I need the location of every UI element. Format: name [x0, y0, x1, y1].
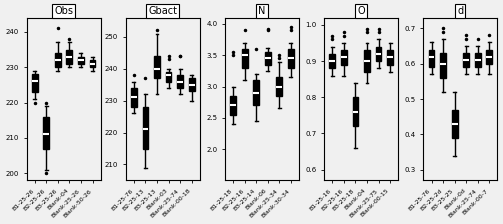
PathPatch shape	[265, 52, 271, 65]
PathPatch shape	[131, 88, 137, 107]
PathPatch shape	[440, 53, 446, 78]
Title: Obs: Obs	[54, 6, 73, 15]
Title: Gbact: Gbact	[148, 6, 177, 15]
PathPatch shape	[55, 53, 61, 67]
PathPatch shape	[242, 49, 247, 68]
PathPatch shape	[254, 80, 259, 105]
PathPatch shape	[387, 50, 393, 65]
PathPatch shape	[486, 50, 492, 64]
PathPatch shape	[376, 47, 381, 61]
PathPatch shape	[277, 77, 282, 96]
PathPatch shape	[341, 50, 347, 65]
PathPatch shape	[43, 117, 49, 149]
PathPatch shape	[463, 53, 469, 67]
PathPatch shape	[288, 49, 294, 68]
PathPatch shape	[452, 110, 458, 138]
PathPatch shape	[154, 56, 160, 78]
PathPatch shape	[78, 57, 84, 64]
Title: d: d	[457, 6, 463, 15]
Title: O: O	[358, 6, 365, 15]
PathPatch shape	[475, 53, 481, 67]
PathPatch shape	[353, 97, 358, 126]
PathPatch shape	[364, 50, 370, 72]
PathPatch shape	[142, 107, 148, 149]
PathPatch shape	[165, 72, 172, 82]
PathPatch shape	[177, 75, 183, 88]
PathPatch shape	[32, 74, 38, 92]
PathPatch shape	[230, 96, 236, 115]
Title: N: N	[259, 6, 266, 15]
PathPatch shape	[189, 78, 195, 91]
PathPatch shape	[66, 50, 72, 64]
PathPatch shape	[90, 60, 96, 67]
PathPatch shape	[429, 50, 435, 67]
PathPatch shape	[329, 54, 335, 68]
